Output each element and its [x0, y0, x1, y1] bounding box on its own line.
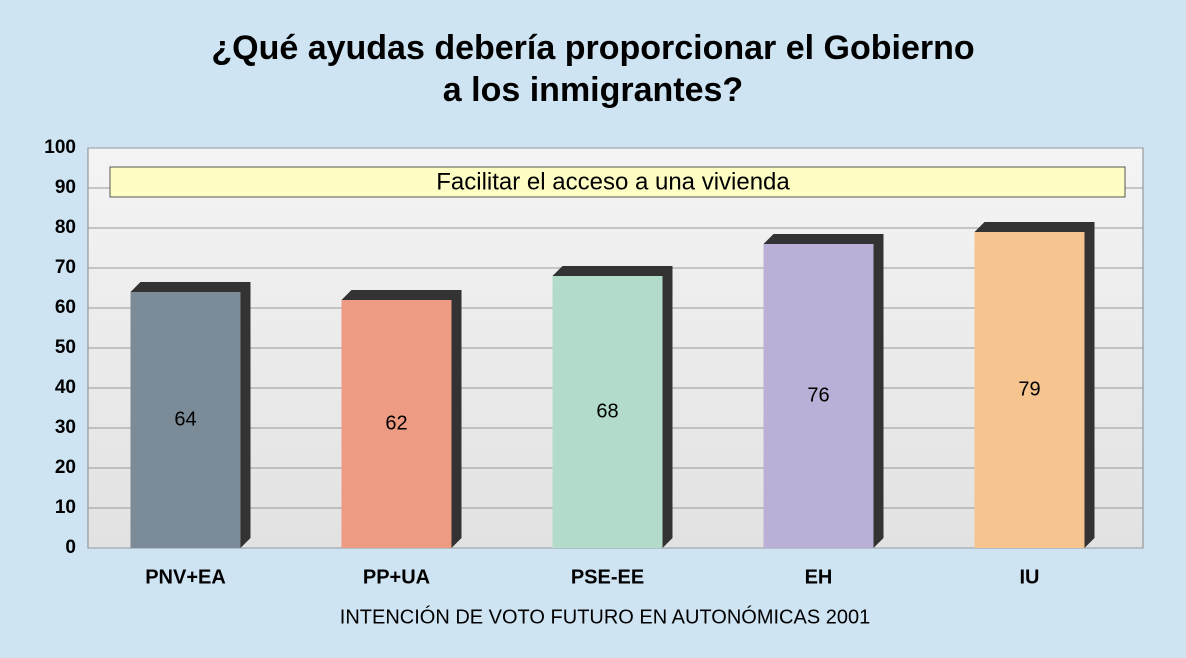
y-tick-label: 90 — [55, 177, 76, 198]
x-tick-label: PSE-EE — [571, 566, 644, 588]
data-label: 76 — [807, 384, 829, 406]
y-tick-label: 50 — [55, 337, 76, 358]
y-tick-label: 70 — [55, 257, 76, 278]
chart-title: ¿Qué ayudas debería proporcionar el Gobi… — [211, 29, 974, 67]
y-tick-label: 10 — [55, 497, 76, 518]
data-label: 79 — [1018, 378, 1040, 400]
annotation: Facilitar el acceso a una vivienda — [436, 168, 790, 195]
x-tick-label: EH — [805, 566, 833, 588]
y-tick-label: 30 — [55, 417, 76, 438]
x-tick-label: IU — [1020, 566, 1040, 588]
bar — [763, 244, 874, 548]
bars: 64 62 68 76 79 — [130, 222, 1095, 548]
bar — [341, 300, 452, 548]
bar — [552, 276, 663, 548]
x-axis-title: INTENCIÓN DE VOTO FUTURO EN AUTONÓMICAS … — [340, 605, 870, 628]
y-tick-label: 100 — [44, 137, 76, 158]
y-tick-label: 20 — [55, 457, 76, 478]
x-tick-label: PP+UA — [363, 566, 430, 588]
y-tick-label: 80 — [55, 217, 76, 238]
x-tick-label: PNV+EA — [145, 566, 226, 588]
bar — [130, 292, 241, 548]
data-label: 62 — [385, 412, 407, 434]
data-label: 68 — [596, 400, 618, 422]
bar — [974, 232, 1085, 548]
data-label: 64 — [174, 408, 196, 430]
y-tick-label: 60 — [55, 297, 76, 318]
y-tick-label: 0 — [65, 537, 76, 558]
chart-title: a los inmigrantes? — [443, 71, 743, 109]
y-tick-label: 40 — [55, 377, 76, 398]
annotation-box — [109, 166, 1126, 198]
